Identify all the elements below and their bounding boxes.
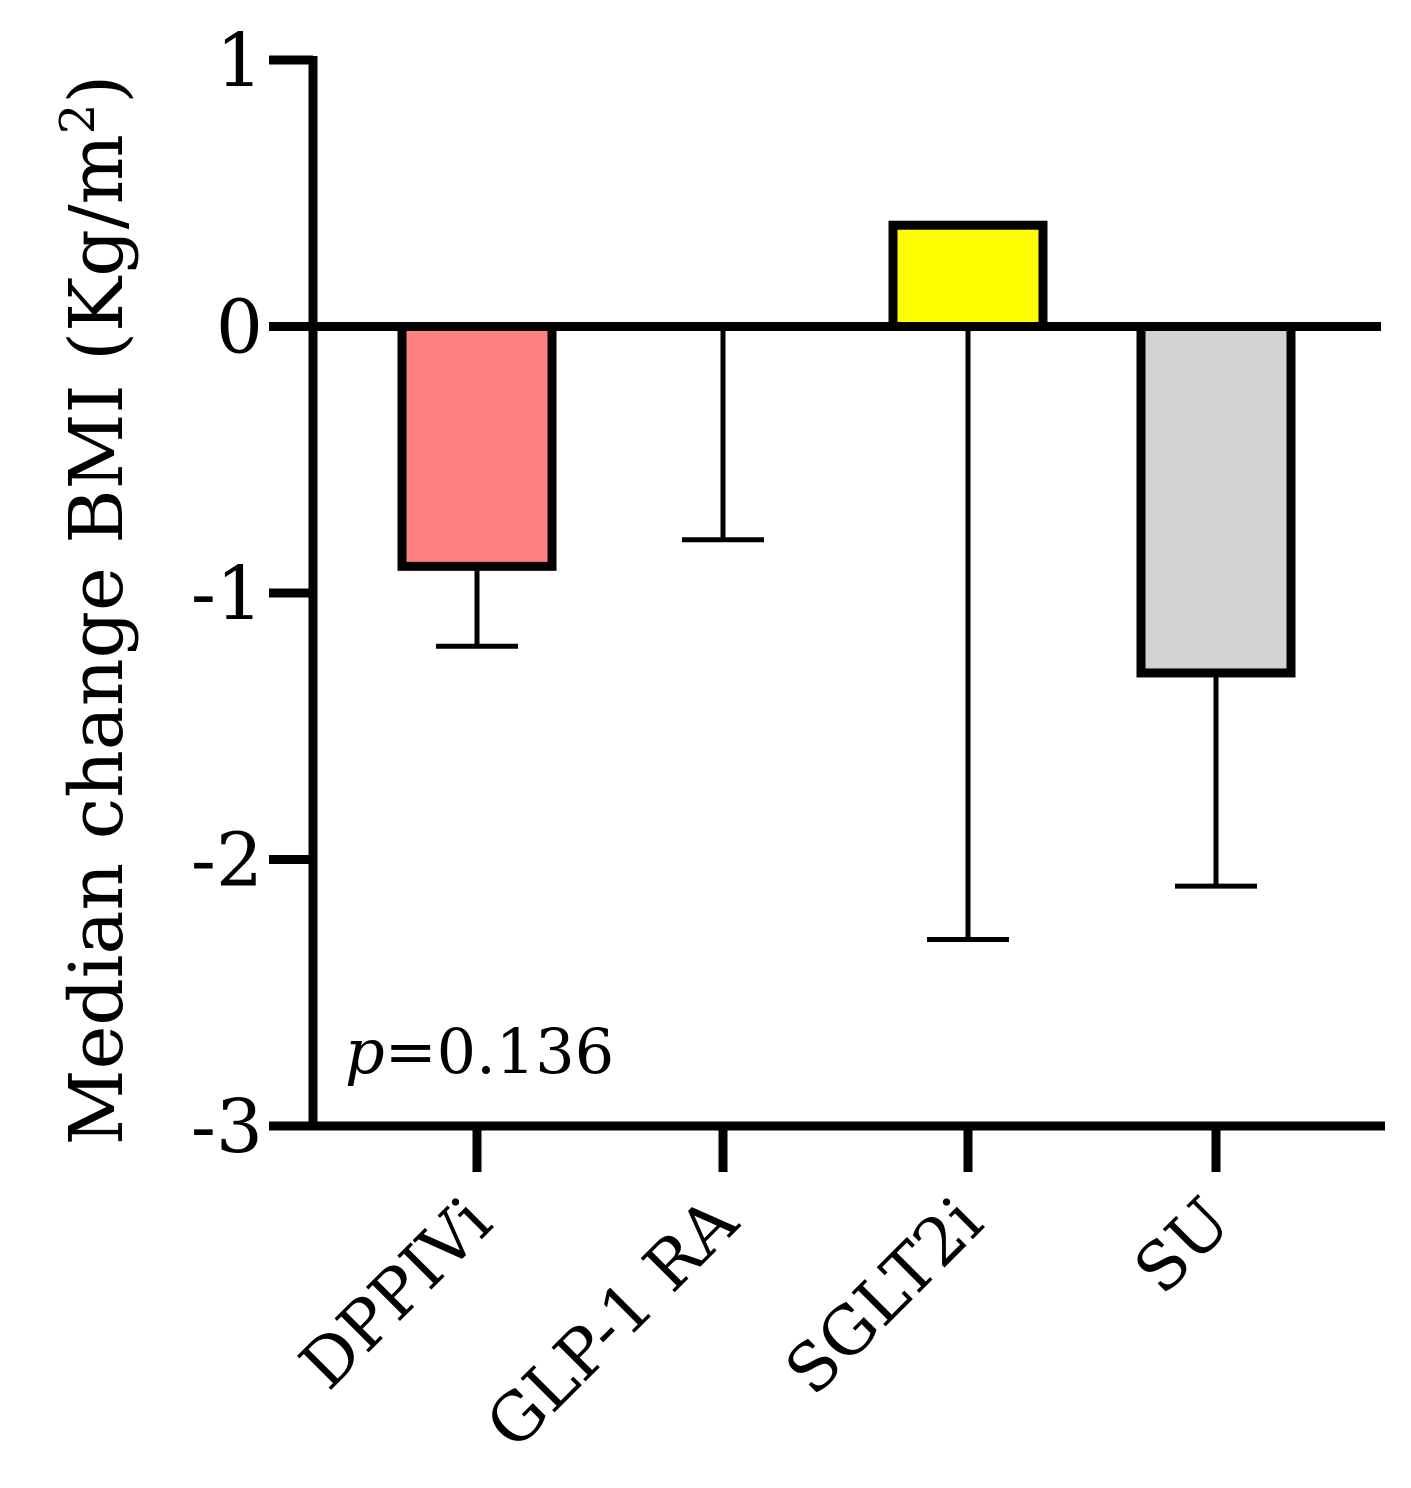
p-value-italic: p bbox=[345, 1015, 385, 1088]
error-bars bbox=[436, 326, 1257, 942]
y-tick-label: -1 bbox=[191, 551, 263, 637]
y-tick-label: -3 bbox=[191, 1084, 263, 1170]
x-tick-label: SGLT2i bbox=[771, 1183, 998, 1410]
bar bbox=[1136, 322, 1296, 678]
x-tick-label: DPPIVi bbox=[285, 1183, 506, 1404]
bar bbox=[397, 322, 557, 571]
y-axis-label-superscript: 2 bbox=[50, 104, 106, 135]
y-axis-label-main: Median change BMI (Kg/m bbox=[54, 134, 140, 1145]
bars bbox=[397, 220, 1296, 678]
y-axis: 1 0 -1 -2 -3 bbox=[191, 18, 318, 1170]
p-value-annotation: p=0.136 bbox=[345, 1015, 614, 1088]
y-tick-label: 1 bbox=[216, 18, 263, 104]
bar bbox=[888, 220, 1048, 331]
x-tick-label: GLP-1 RA bbox=[472, 1182, 754, 1464]
x-tick-label: SU bbox=[1120, 1183, 1246, 1309]
p-value-text: =0.136 bbox=[385, 1015, 614, 1088]
y-axis-label: Median change BMI (Kg/m2) bbox=[50, 75, 140, 1145]
y-axis-label-close: ) bbox=[54, 75, 140, 104]
y-tick-label: -2 bbox=[191, 818, 263, 904]
y-tick-label: 0 bbox=[216, 285, 263, 371]
